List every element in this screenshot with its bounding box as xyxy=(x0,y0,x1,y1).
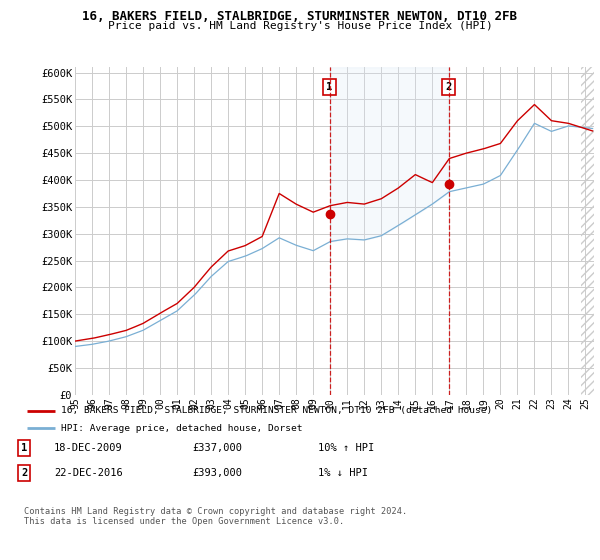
Text: Price paid vs. HM Land Registry's House Price Index (HPI): Price paid vs. HM Land Registry's House … xyxy=(107,21,493,31)
Text: 1: 1 xyxy=(326,82,332,92)
Text: £393,000: £393,000 xyxy=(192,468,242,478)
Text: 1% ↓ HPI: 1% ↓ HPI xyxy=(318,468,368,478)
Bar xyxy=(581,67,594,395)
Text: 18-DEC-2009: 18-DEC-2009 xyxy=(54,443,123,453)
Text: £337,000: £337,000 xyxy=(192,443,242,453)
Text: 16, BAKERS FIELD, STALBRIDGE, STURMINSTER NEWTON, DT10 2FB: 16, BAKERS FIELD, STALBRIDGE, STURMINSTE… xyxy=(83,10,517,23)
Text: Contains HM Land Registry data © Crown copyright and database right 2024.
This d: Contains HM Land Registry data © Crown c… xyxy=(24,507,407,526)
Text: HPI: Average price, detached house, Dorset: HPI: Average price, detached house, Dors… xyxy=(61,424,302,433)
Text: 1: 1 xyxy=(21,443,27,453)
Text: 16, BAKERS FIELD, STALBRIDGE, STURMINSTER NEWTON, DT10 2FB (detached house): 16, BAKERS FIELD, STALBRIDGE, STURMINSTE… xyxy=(61,406,492,415)
Text: 22-DEC-2016: 22-DEC-2016 xyxy=(54,468,123,478)
Text: 10% ↑ HPI: 10% ↑ HPI xyxy=(318,443,374,453)
Text: 2: 2 xyxy=(446,82,452,92)
Text: 2: 2 xyxy=(21,468,27,478)
